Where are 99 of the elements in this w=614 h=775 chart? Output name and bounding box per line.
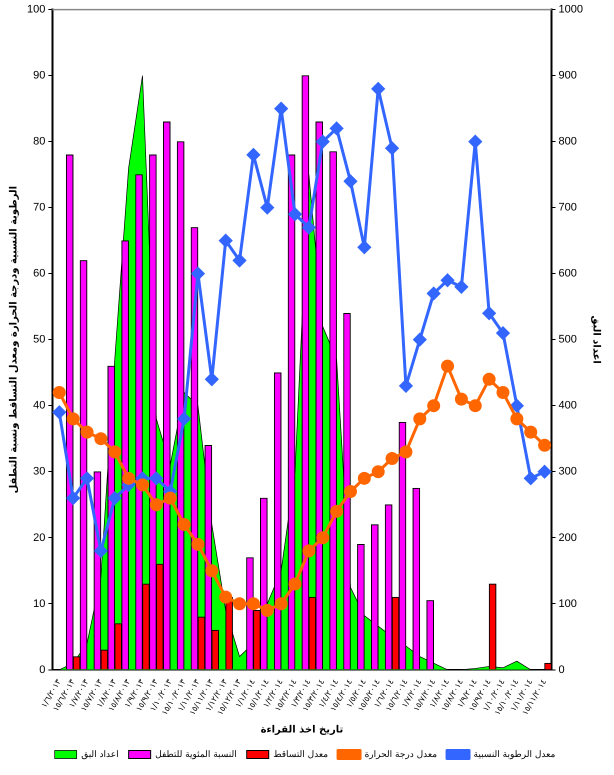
point (108, 445, 122, 458)
point (260, 201, 274, 214)
y2-tick-label: 800 (558, 136, 577, 148)
point (454, 392, 468, 406)
point (94, 544, 108, 558)
legend-label: معدل التساقط (273, 750, 328, 760)
y-axis-title: الرطوبة النسبية ودرجة الحرارة ومعدل التساقط ونسبة التطفل (8, 186, 20, 494)
point (372, 82, 385, 96)
point (178, 412, 191, 426)
y2-tick-label: 200 (558, 532, 577, 544)
point (246, 148, 260, 162)
point (288, 577, 302, 590)
point (413, 412, 426, 426)
y2-tick-label: 300 (558, 466, 577, 478)
point (538, 465, 552, 478)
point (191, 267, 204, 280)
point (358, 472, 371, 485)
point (178, 518, 191, 532)
point (330, 122, 344, 135)
point (66, 492, 80, 505)
point (274, 102, 288, 116)
point (122, 472, 136, 485)
y-tick-label: 60 (33, 268, 46, 280)
y-tick-label: 100 (26, 4, 46, 16)
point (150, 472, 163, 485)
y-tick-label: 70 (33, 202, 46, 214)
point (372, 465, 385, 478)
point (468, 135, 482, 148)
y2-tick-label: 500 (558, 334, 577, 346)
point (399, 379, 412, 392)
point (108, 492, 122, 505)
point (233, 597, 246, 610)
y-tick-label: 20 (33, 532, 46, 544)
y-tick-label: 10 (33, 598, 46, 610)
point (80, 426, 94, 439)
point (191, 538, 204, 551)
point (413, 333, 426, 346)
y2-tick-label: 700 (558, 202, 577, 214)
y2-tick-label: 1000 (558, 4, 584, 16)
y2-tick-label: 0 (558, 664, 565, 676)
legend-label: النسبة المئوية للتطفل (155, 750, 237, 760)
point (344, 174, 357, 188)
y2-tick-label: 400 (558, 400, 577, 412)
point (219, 234, 232, 248)
point (496, 386, 510, 399)
point (205, 564, 218, 578)
y2-tick-label: 100 (558, 598, 577, 610)
point (316, 531, 330, 544)
y-tick-label: 50 (33, 334, 46, 346)
point (399, 445, 412, 458)
legend-label: معدل درجة الحرارة (364, 750, 438, 760)
point (52, 406, 66, 419)
point (233, 254, 246, 267)
y-tick-label: 30 (33, 466, 46, 478)
point (302, 220, 316, 234)
y-tick-label: 40 (33, 400, 46, 412)
point (441, 274, 454, 287)
y2-tick-label: 900 (558, 70, 577, 82)
y2-tick-label: 600 (558, 268, 577, 280)
point (288, 208, 302, 221)
point (427, 399, 440, 412)
legend-label: معدل الرطوبة النسبية (474, 750, 556, 760)
point (358, 240, 371, 254)
point (496, 326, 510, 340)
point (66, 412, 80, 426)
point (80, 472, 94, 485)
y-tick-label: 90 (33, 70, 46, 82)
point (524, 426, 538, 439)
y-tick-label: 80 (33, 136, 46, 148)
point (468, 399, 482, 412)
point (260, 604, 274, 617)
point (246, 597, 260, 610)
point (386, 142, 399, 155)
point (482, 306, 496, 320)
point (344, 485, 357, 498)
point (164, 492, 177, 505)
point (510, 412, 524, 426)
point (441, 360, 454, 373)
point (150, 498, 163, 512)
y-tick-label: 0 (39, 664, 46, 676)
point (94, 432, 108, 446)
point (330, 504, 344, 518)
point (427, 286, 440, 300)
point (205, 372, 218, 386)
point (386, 452, 399, 466)
x-axis-title: تاريخ اخذ القراءة (260, 724, 344, 736)
point (274, 597, 288, 610)
point (454, 280, 468, 294)
point (52, 386, 66, 399)
point (538, 438, 552, 452)
point (482, 372, 496, 386)
point (316, 135, 330, 148)
point (302, 544, 316, 558)
point (219, 590, 232, 604)
legend-label: اعداد البق (81, 750, 119, 760)
point (524, 472, 538, 485)
point (136, 478, 149, 492)
y2-axis-title: اعداد البق (590, 316, 602, 364)
point (510, 399, 524, 412)
